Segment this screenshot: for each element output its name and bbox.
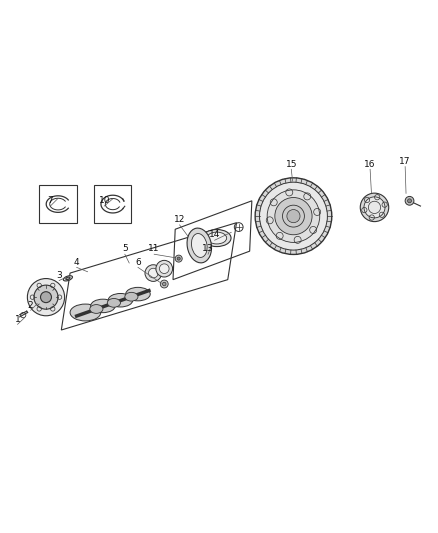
Ellipse shape xyxy=(91,299,115,313)
Ellipse shape xyxy=(407,199,412,203)
Ellipse shape xyxy=(64,276,72,281)
Ellipse shape xyxy=(187,228,212,263)
Ellipse shape xyxy=(27,279,64,316)
Text: 6: 6 xyxy=(135,257,141,266)
Ellipse shape xyxy=(40,292,52,303)
Text: 1: 1 xyxy=(14,314,21,324)
Text: 12: 12 xyxy=(174,215,185,224)
Ellipse shape xyxy=(159,264,169,273)
Ellipse shape xyxy=(364,197,385,218)
Ellipse shape xyxy=(145,265,162,281)
Ellipse shape xyxy=(108,294,133,307)
Ellipse shape xyxy=(107,298,120,307)
Ellipse shape xyxy=(160,280,168,288)
Text: 17: 17 xyxy=(399,157,411,166)
Text: 3: 3 xyxy=(56,271,62,280)
Text: 11: 11 xyxy=(148,245,160,254)
Text: 4: 4 xyxy=(74,257,79,266)
Bar xyxy=(94,185,131,223)
Ellipse shape xyxy=(360,193,389,222)
Ellipse shape xyxy=(148,268,158,278)
Ellipse shape xyxy=(191,233,207,257)
Ellipse shape xyxy=(202,230,231,247)
Ellipse shape xyxy=(156,260,173,277)
Text: 15: 15 xyxy=(286,159,297,168)
Text: 5: 5 xyxy=(122,245,128,254)
Text: 14: 14 xyxy=(209,230,220,239)
Ellipse shape xyxy=(70,304,101,321)
Ellipse shape xyxy=(34,285,58,309)
Ellipse shape xyxy=(177,257,180,260)
Ellipse shape xyxy=(66,277,70,280)
Ellipse shape xyxy=(255,178,332,254)
Ellipse shape xyxy=(405,197,414,205)
Ellipse shape xyxy=(90,304,103,313)
Bar xyxy=(39,185,77,223)
Ellipse shape xyxy=(207,232,227,244)
Text: 13: 13 xyxy=(202,245,214,254)
Text: 2: 2 xyxy=(28,301,33,310)
Text: 10: 10 xyxy=(99,196,110,205)
Ellipse shape xyxy=(175,255,182,262)
Ellipse shape xyxy=(126,287,150,301)
Ellipse shape xyxy=(275,198,312,235)
Ellipse shape xyxy=(259,182,328,250)
Ellipse shape xyxy=(162,282,166,286)
Ellipse shape xyxy=(125,292,138,301)
Text: 7: 7 xyxy=(47,196,53,205)
Text: 16: 16 xyxy=(364,159,376,168)
Ellipse shape xyxy=(267,190,320,243)
Circle shape xyxy=(287,209,300,223)
